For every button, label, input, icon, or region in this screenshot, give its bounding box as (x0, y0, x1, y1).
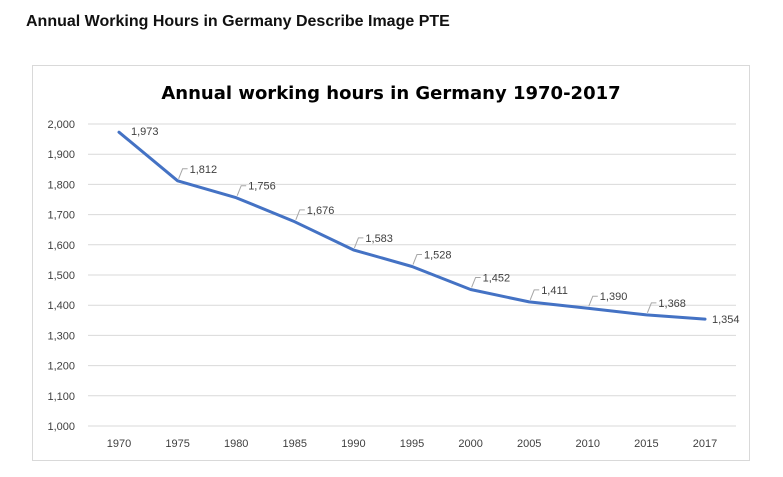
label-leader-line (588, 295, 598, 307)
y-axis-ticks: 1,000 1,100 1,200 1,300 1,400 1,500 1,600 1,700… (47, 119, 75, 433)
y-tick-label: 1,800 (47, 179, 75, 191)
chart-title: Annual working hours in Germany 1970-201… (161, 83, 620, 104)
y-tick-label: 1,900 (47, 149, 75, 161)
x-tick-label: 2017 (693, 438, 717, 450)
chart-frame: Annual working hours in Germany 1970-201… (32, 65, 750, 461)
series-line (117, 130, 707, 321)
y-tick-label: 1,700 (47, 210, 75, 222)
x-tick-label: 1970 (107, 438, 131, 450)
y-tick-label: 1,500 (47, 270, 75, 282)
data-label: 1,583 (365, 233, 393, 245)
label-leader-line (353, 237, 364, 249)
data-label: 1,528 (424, 250, 452, 262)
x-tick-label: 2015 (634, 438, 658, 450)
label-leader-line (471, 276, 481, 288)
x-tick-label: 1995 (400, 438, 424, 450)
line-chart: Annual working hours in Germany 1970-201… (47, 83, 740, 450)
x-tick-label: 1980 (224, 438, 248, 450)
y-tick-label: 1,000 (47, 421, 75, 433)
data-label: 1,368 (658, 298, 686, 310)
data-label: 1,354 (712, 314, 740, 326)
data-label: 1,676 (307, 205, 335, 217)
data-label: 1,812 (190, 164, 218, 176)
label-leader-line (295, 209, 305, 221)
data-labels: 1,973 1,812 1,756 1,676 1,583 1,528 1,452 1,411… (131, 126, 740, 326)
series-line-path (117, 130, 707, 321)
x-tick-label: 2005 (517, 438, 541, 450)
data-label: 1,973 (131, 126, 159, 138)
label-leader-line (646, 302, 657, 314)
label-leader-line (412, 254, 422, 265)
page-heading: Annual Working Hours in Germany Describe… (26, 13, 450, 30)
x-tick-label: 1990 (341, 438, 365, 450)
y-tick-label: 1,200 (47, 361, 75, 373)
data-label: 1,411 (541, 285, 568, 297)
x-tick-label: 1975 (165, 438, 189, 450)
label-leader-line (178, 168, 188, 179)
x-axis-ticks: 1970 1975 1980 1985 1990 1995 2000 2005 2010 2015… (107, 438, 717, 450)
y-tick-label: 2,000 (47, 119, 75, 131)
data-label: 1,390 (600, 291, 628, 303)
x-tick-label: 1985 (283, 438, 307, 450)
y-tick-label: 1,600 (47, 240, 75, 252)
y-tick-label: 1,300 (47, 330, 75, 342)
label-leader-line (236, 185, 247, 196)
x-tick-label: 2010 (576, 438, 600, 450)
label-leader-line (529, 289, 540, 301)
y-tick-label: 1,100 (47, 391, 75, 403)
y-tick-label: 1,400 (47, 300, 75, 312)
x-tick-label: 2000 (458, 438, 482, 450)
gridlines (88, 123, 736, 427)
data-label: 1,452 (483, 272, 511, 284)
data-label: 1,756 (248, 181, 276, 193)
